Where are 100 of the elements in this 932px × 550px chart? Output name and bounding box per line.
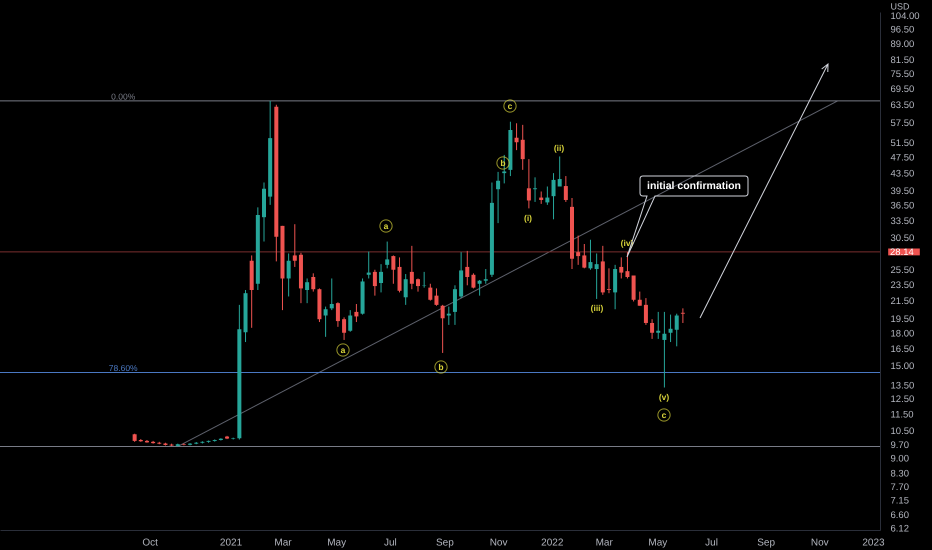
- ref-line-label: 28.14: [890, 246, 914, 258]
- y-tick-label: 63.50: [890, 100, 914, 112]
- candlestick: [668, 314, 673, 343]
- y-tick-label: 47.50: [890, 152, 914, 164]
- candlestick: [625, 252, 630, 279]
- candlestick: [662, 311, 666, 388]
- y-tick-label: 96.50: [890, 24, 914, 36]
- annotation: b: [438, 362, 444, 372]
- candlestick: [305, 278, 310, 304]
- y-tick-label: 75.50: [890, 68, 914, 80]
- x-tick-label: Jul: [384, 538, 397, 548]
- y-tick-label: 8.30: [890, 468, 909, 480]
- candlestick: [354, 304, 358, 323]
- y-tick-label: 30.50: [890, 232, 914, 244]
- candlestick: [471, 272, 476, 289]
- candlestick: [428, 283, 432, 302]
- candlestick: [594, 252, 599, 300]
- candlestick: [372, 269, 377, 296]
- x-tick-label: 2023: [862, 538, 886, 548]
- y-axis-title: USD: [890, 2, 910, 12]
- candlestick: [552, 172, 556, 220]
- y-tick-label: 6.12: [890, 523, 909, 534]
- candlestick: [434, 288, 438, 306]
- candlestick: [582, 244, 586, 269]
- y-tick-label: 6.60: [890, 510, 909, 521]
- y-tick-label: 69.50: [890, 84, 914, 95]
- x-tick-label: Sep: [436, 538, 454, 548]
- candlestick: [286, 252, 291, 297]
- candlestick: [410, 245, 414, 290]
- x-tick-label: Nov: [810, 538, 829, 548]
- y-tick-label: 9.70: [890, 440, 909, 452]
- candlestick: [564, 176, 568, 202]
- annotation: 0.00%: [111, 91, 136, 102]
- candlestick: [404, 274, 408, 306]
- candlestick: [644, 298, 648, 326]
- x-tick-label: Mar: [596, 538, 614, 548]
- candlestick: [311, 272, 316, 292]
- x-tick-label: Mar: [274, 538, 292, 548]
- y-tick-label: 57.50: [890, 118, 914, 130]
- candlestick: [514, 122, 519, 151]
- y-tick-label: 51.50: [890, 138, 914, 150]
- annotation: c: [508, 101, 513, 111]
- candlestick: [348, 310, 352, 332]
- candlestick: [324, 306, 328, 338]
- x-tick-label: 2022: [541, 538, 564, 548]
- y-tick-label: 18.00: [890, 328, 914, 340]
- candlestick: [478, 279, 482, 296]
- annotation: (ii): [554, 143, 564, 153]
- y-tick-label: 39.50: [890, 186, 914, 198]
- x-tick-label: Oct: [142, 538, 158, 548]
- candlestick: [398, 256, 402, 293]
- candlestick: [330, 278, 334, 311]
- candlestick: [440, 304, 445, 354]
- candlestick: [619, 256, 624, 279]
- candlestick: [558, 156, 562, 188]
- annotation: a: [384, 221, 389, 231]
- y-tick-label: 33.50: [890, 216, 914, 227]
- annotation: c: [662, 410, 667, 420]
- y-tick-label: 104.00: [890, 10, 920, 22]
- y-tick-label: 21.50: [890, 296, 914, 308]
- candlestick: [606, 268, 611, 294]
- annotation: (iii): [590, 303, 604, 313]
- annotation: (v): [658, 392, 670, 402]
- candlestick: [391, 254, 396, 284]
- candlestick: [576, 235, 580, 266]
- candlestick: [446, 306, 451, 326]
- y-tick-label: 10.50: [890, 426, 914, 437]
- annotation: 78.60%: [108, 363, 138, 374]
- y-tick-label: 81.50: [890, 55, 914, 66]
- candlestick: [465, 250, 470, 286]
- y-tick-label: 16.50: [890, 344, 914, 355]
- x-tick-label: Jul: [705, 538, 718, 548]
- annotation: (i): [524, 213, 532, 223]
- candlestick: [638, 291, 642, 306]
- candlestick: [545, 186, 550, 206]
- candlestick: [674, 313, 679, 347]
- y-tick-label: 12.50: [890, 394, 914, 406]
- candlestick: [292, 224, 297, 268]
- y-tick-label: 9.00: [890, 454, 909, 465]
- candlestick: [484, 268, 488, 284]
- y-tick-label: 23.50: [890, 280, 914, 292]
- y-tick-label: 7.15: [890, 495, 909, 506]
- candlestick: [656, 311, 660, 340]
- candlestick: [650, 318, 654, 340]
- x-tick-label: 2021: [220, 538, 243, 548]
- y-tick-label: 19.50: [890, 314, 914, 325]
- candlestick: [520, 124, 525, 170]
- candlestick: [379, 264, 384, 293]
- x-tick-label: May: [327, 538, 346, 548]
- candlestick: [342, 316, 346, 340]
- y-tick-label: 13.50: [890, 380, 914, 392]
- candlestick: [539, 190, 544, 204]
- candlestick: [588, 239, 592, 270]
- annotation: a: [340, 345, 346, 355]
- y-tick-label: 11.50: [890, 409, 914, 420]
- candlestick: [366, 251, 371, 279]
- y-tick-label: 25.50: [890, 265, 914, 276]
- y-tick-label: 7.70: [890, 482, 909, 493]
- candlestick: [613, 264, 618, 310]
- x-tick-label: May: [648, 538, 668, 548]
